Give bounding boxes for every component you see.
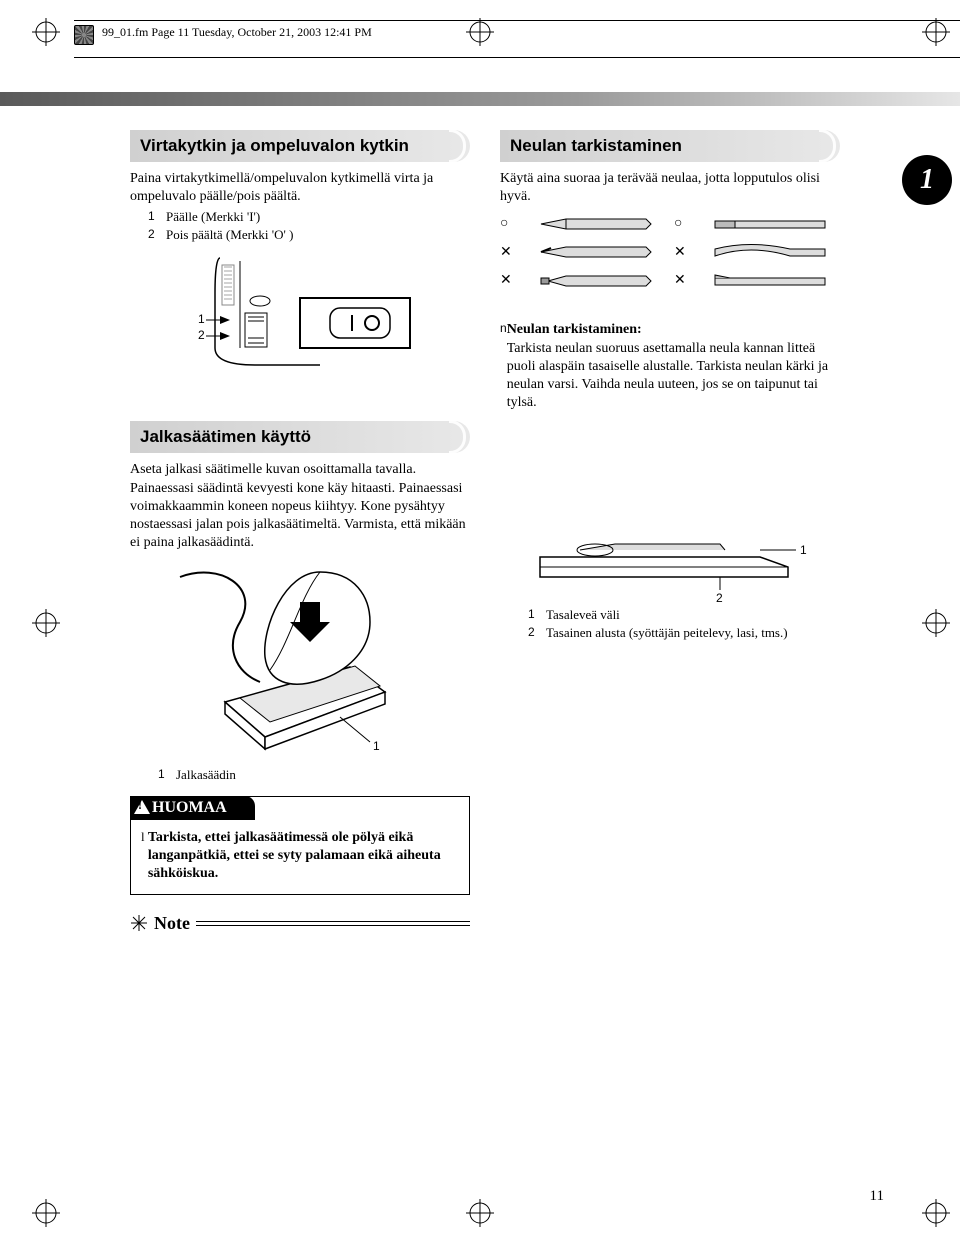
- note-label: Note: [154, 913, 190, 934]
- needle-icon: [536, 273, 656, 289]
- section-title: Neulan tarkistaminen: [510, 136, 682, 155]
- needle-side-icon: [710, 216, 830, 232]
- svg-text:1: 1: [373, 739, 380, 753]
- list-item: 1Jalkasäädin: [158, 766, 470, 784]
- foot-caption: 1Jalkasäädin: [158, 766, 470, 784]
- framemaker-icon: [74, 25, 94, 45]
- check-title: Neulan tarkistaminen:: [507, 322, 642, 337]
- foot-controller-figure: 1: [130, 562, 470, 762]
- warning-icon: !: [138, 798, 142, 813]
- needle-icon: [536, 216, 656, 232]
- ok-mark-icon: ○: [674, 216, 692, 232]
- needle-side-icon: [710, 273, 830, 289]
- power-items: 1Päälle (Merkki 'I') 2Pois päältä (Merkk…: [148, 208, 470, 243]
- list-item: 1Tasaleveä väli: [528, 606, 840, 624]
- list-item: 2Pois päältä (Merkki 'O' ): [148, 226, 470, 244]
- section-body: Käytä aina suoraa ja terävää neulaa, jot…: [500, 170, 840, 206]
- power-switch-figure: 1 2: [130, 253, 470, 393]
- needle-comparison: ○ ○ ✕ ✕ ✕ ✕: [500, 216, 840, 289]
- caution-text: Tarkista, ettei jalkasäätimessä ole pöly…: [148, 829, 459, 884]
- crop-mark-icon: [32, 18, 60, 46]
- svg-text:2: 2: [198, 328, 205, 342]
- note-rule-icon: [196, 921, 470, 926]
- section-body: Paina virtakytkimellä/ompeluvalon kytkim…: [130, 170, 470, 206]
- crop-mark-icon: [922, 609, 950, 637]
- needle-bent-icon: [710, 242, 830, 262]
- list-item: 2Tasainen alusta (syöttäjän peitelevy, l…: [528, 624, 840, 642]
- page-header: 99_01.fm Page 11 Tuesday, October 21, 20…: [74, 20, 960, 58]
- needle-captions: 1Tasaleveä väli 2Tasainen alusta (syöttä…: [528, 606, 840, 641]
- crop-mark-icon: [466, 1199, 494, 1227]
- note-heading: Note: [130, 913, 470, 934]
- header-text: 99_01.fm Page 11 Tuesday, October 21, 20…: [102, 25, 372, 40]
- bad-mark-icon: ✕: [674, 244, 692, 261]
- check-body: Tarkista neulan suoruus asettamalla neul…: [507, 341, 828, 411]
- caution-box: ! HUOMAA l Tarkista, ettei jalkasäätimes…: [130, 796, 470, 895]
- needle-flat-figure: 1 2: [500, 522, 840, 602]
- section-heading-power: Virtakytkin ja ompeluvalon kytkin: [130, 130, 470, 162]
- crop-mark-icon: [32, 609, 60, 637]
- bullet: n: [500, 321, 507, 412]
- svg-text:1: 1: [800, 543, 807, 557]
- section-body: Aseta jalkasi säätimelle kuvan osoittama…: [130, 461, 470, 552]
- needle-check-block: n Neulan tarkistaminen: Tarkista neulan …: [500, 321, 840, 412]
- needle-icon: [536, 244, 656, 260]
- header-band: [0, 92, 960, 106]
- svg-text:2: 2: [716, 591, 723, 602]
- bad-mark-icon: ✕: [674, 272, 692, 289]
- svg-text:1: 1: [198, 312, 205, 326]
- caution-item: l Tarkista, ettei jalkasäätimessä ole pö…: [141, 829, 459, 884]
- ok-mark-icon: ○: [500, 216, 518, 232]
- chapter-tab: 1: [902, 155, 952, 205]
- crop-mark-icon: [32, 1199, 60, 1227]
- bad-mark-icon: ✕: [500, 244, 518, 261]
- section-title: Virtakytkin ja ompeluvalon kytkin: [140, 136, 409, 155]
- list-item: 1Päälle (Merkki 'I'): [148, 208, 470, 226]
- note-star-icon: [130, 914, 148, 932]
- section-title: Jalkasäätimen käyttö: [140, 427, 311, 446]
- caution-label: ! HUOMAA: [130, 796, 255, 820]
- section-heading-foot: Jalkasäätimen käyttö: [130, 421, 470, 453]
- crop-mark-icon: [922, 1199, 950, 1227]
- chapter-number: 1: [920, 164, 934, 196]
- section-heading-needle: Neulan tarkistaminen: [500, 130, 840, 162]
- page-number: 11: [870, 1188, 884, 1205]
- bad-mark-icon: ✕: [500, 272, 518, 289]
